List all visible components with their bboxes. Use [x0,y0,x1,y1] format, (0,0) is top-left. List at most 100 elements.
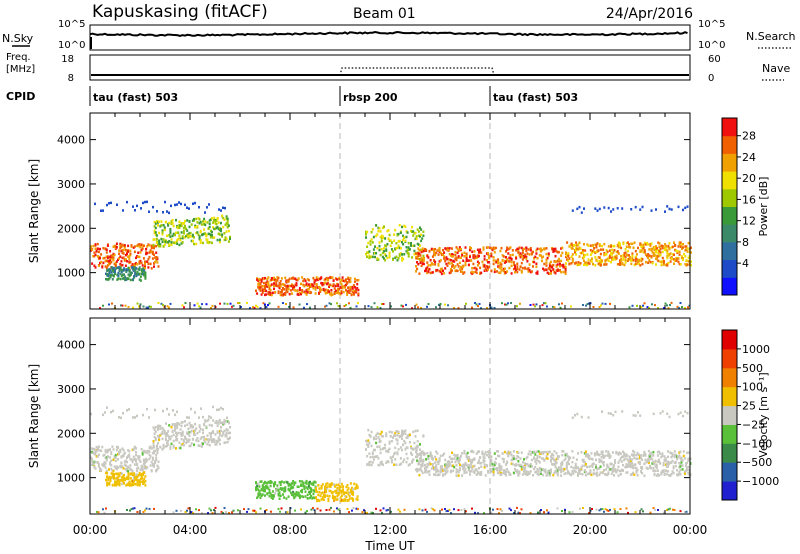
range-gate-cell [313,496,316,500]
range-gate-cell [542,468,545,471]
range-gate-cell [633,263,636,267]
range-gate-cell [686,411,689,415]
range-gate-cell [636,304,638,307]
range-gate-cell [474,255,477,258]
range-gate-cell [479,471,482,474]
range-gate-cell [424,269,426,273]
range-gate-cell [415,265,417,268]
range-gate-cell [600,456,603,459]
range-gate-cell [214,218,217,222]
range-gate-cell [439,259,442,262]
range-gate-cell [139,259,142,263]
range-gate-cell [679,468,682,472]
range-gate-cell [143,471,146,474]
range-gate-cell [96,255,99,258]
range-gate-cell [147,450,150,453]
range-gate-cell [378,445,381,448]
range-gate-cell [206,419,209,423]
range-gate-cell [546,305,548,308]
range-gate-cell [462,463,465,466]
range-gate-cell [607,454,610,457]
range-gate-cell [454,455,457,458]
range-gate-cell [331,496,334,500]
range-gate-cell [288,305,290,308]
range-gate-cell [419,457,421,460]
range-gate-cell [142,480,145,483]
range-gate-cell [679,245,682,248]
range-gate-cell [112,275,115,278]
range-gate-cell [574,462,577,466]
range-gate-cell [133,445,136,449]
range-gate-cell [338,277,341,281]
range-gate-cell [102,261,105,265]
range-gate-cell [312,286,315,290]
range-gate-cell [168,413,170,416]
range-gate-cell [641,467,644,470]
range-gate-cell [273,482,275,486]
range-gate-cell [146,245,149,248]
range-gate-cell [617,241,620,244]
range-gate-cell [142,473,145,477]
range-gate-cell [614,410,617,414]
range-gate-cell [138,255,141,259]
range-gate-cell [419,459,422,463]
range-gate-cell [464,463,467,466]
range-gate-cell [259,278,262,281]
range-gate-cell [428,470,431,473]
range-gate-cell [109,479,112,482]
range-gate-cell [633,473,636,476]
range-gate-cell [300,490,302,493]
range-gate-cell [620,246,623,250]
range-gate-cell [460,270,462,273]
range-gate-cell [229,302,232,305]
range-gate-cell [556,268,559,272]
range-gate-cell [371,455,374,459]
range-gate-cell [126,483,129,486]
range-gate-cell [320,487,323,490]
range-gate-cell [257,488,260,491]
range-gate-cell [654,459,657,463]
range-gate-cell [212,221,215,224]
range-gate-cell [686,250,689,253]
range-gate-cell [226,217,229,221]
range-gate-cell [369,243,372,246]
colorbar-block [722,443,737,463]
range-gate-cell [337,288,340,291]
range-gate-cell [412,244,415,247]
range-gate-cell [516,471,519,474]
range-gate-cell [671,454,674,458]
range-gate-cell [374,255,376,259]
range-gate-cell [677,205,680,209]
range-gate-cell [291,292,293,295]
range-gate-cell [569,473,572,476]
range-gate-cell [536,272,539,275]
range-gate-cell [433,248,435,251]
range-gate-cell [480,271,483,275]
range-gate-cell [393,239,396,242]
range-gate-cell [633,463,636,466]
range-gate-cell [371,461,374,464]
range-gate-cell [388,430,391,434]
range-gate-cell [337,489,340,492]
range-gate-cell [300,484,302,487]
range-gate-cell [203,436,206,439]
range-gate-cell [195,439,198,442]
range-gate-cell [128,269,131,273]
range-gate-cell [523,470,525,473]
range-gate-cell [108,267,111,271]
range-gate-cell [133,262,136,266]
range-gate-cell [664,457,667,460]
range-gate-cell [453,307,455,309]
range-gate-cell [154,430,157,433]
range-gate-cell [268,495,271,498]
range-gate-cell [575,458,578,461]
range-gate-cell [595,243,598,247]
range-gate-cell [169,447,172,450]
range-gate-cell [565,467,568,470]
range-gate-cell [559,265,561,268]
range-gate-cell [371,241,374,244]
range-gate-cell [492,256,495,259]
range-gate-cell [498,455,501,458]
range-gate-cell [433,250,435,253]
range-gate-cell [530,465,533,468]
